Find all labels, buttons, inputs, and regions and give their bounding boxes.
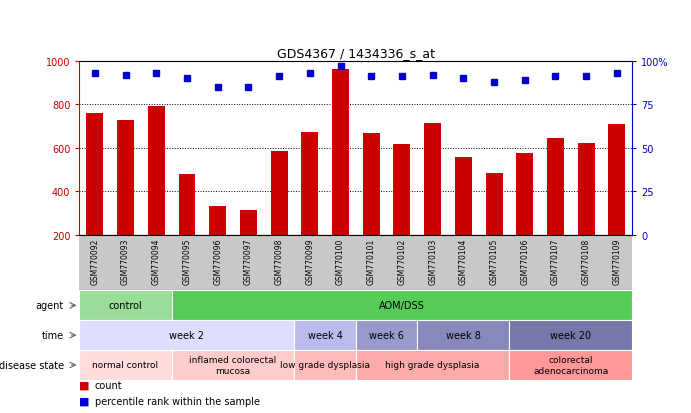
Bar <box>578 144 595 235</box>
Bar <box>79 350 171 380</box>
Bar <box>455 158 472 235</box>
Bar <box>294 350 356 380</box>
Bar <box>117 121 134 235</box>
Bar <box>609 124 625 235</box>
Text: week 8: week 8 <box>446 330 481 340</box>
Bar <box>363 133 379 235</box>
Bar <box>516 154 533 235</box>
Bar <box>271 152 287 235</box>
Text: GSM770093: GSM770093 <box>121 238 130 284</box>
Bar <box>178 174 196 235</box>
Text: GSM770107: GSM770107 <box>551 238 560 284</box>
Text: high grade dysplasia: high grade dysplasia <box>386 361 480 370</box>
Bar <box>171 291 632 320</box>
Bar <box>509 350 632 380</box>
Text: agent: agent <box>36 301 64 311</box>
Text: GSM770092: GSM770092 <box>91 238 100 284</box>
Text: count: count <box>95 380 122 390</box>
Bar <box>171 350 294 380</box>
Text: disease state: disease state <box>0 360 64 370</box>
Bar <box>509 320 632 350</box>
Text: control: control <box>108 301 142 311</box>
Text: AOM/DSS: AOM/DSS <box>379 301 425 311</box>
Text: ■: ■ <box>79 396 90 406</box>
Text: time: time <box>42 330 64 340</box>
Text: GSM770103: GSM770103 <box>428 238 437 284</box>
Text: week 2: week 2 <box>169 330 205 340</box>
Text: percentile rank within the sample: percentile rank within the sample <box>95 396 260 406</box>
Text: GSM770099: GSM770099 <box>305 238 314 284</box>
Text: ■: ■ <box>79 380 90 390</box>
Bar <box>356 350 509 380</box>
Text: GSM770102: GSM770102 <box>397 238 406 284</box>
Text: GSM770095: GSM770095 <box>182 238 191 284</box>
Bar <box>332 70 349 235</box>
Text: GSM770094: GSM770094 <box>152 238 161 284</box>
Title: GDS4367 / 1434336_s_at: GDS4367 / 1434336_s_at <box>277 47 435 60</box>
Text: colorectal
adenocarcinoma: colorectal adenocarcinoma <box>533 356 609 375</box>
Bar <box>79 291 171 320</box>
Text: low grade dysplasia: low grade dysplasia <box>280 361 370 370</box>
Bar <box>240 210 257 235</box>
Text: week 4: week 4 <box>307 330 343 340</box>
Bar <box>79 320 294 350</box>
Text: GSM770106: GSM770106 <box>520 238 529 284</box>
Text: inflamed colorectal
mucosa: inflamed colorectal mucosa <box>189 356 276 375</box>
Text: week 6: week 6 <box>369 330 404 340</box>
Text: week 20: week 20 <box>550 330 591 340</box>
Bar <box>547 138 564 235</box>
Text: GSM770101: GSM770101 <box>367 238 376 284</box>
Bar <box>486 173 502 235</box>
Text: GSM770098: GSM770098 <box>274 238 283 284</box>
Bar <box>86 114 103 235</box>
Bar <box>148 107 164 235</box>
Bar <box>294 320 356 350</box>
Bar <box>301 133 319 235</box>
Text: GSM770109: GSM770109 <box>612 238 621 284</box>
Text: GSM770096: GSM770096 <box>213 238 223 284</box>
Bar <box>417 320 509 350</box>
Text: GSM770104: GSM770104 <box>459 238 468 284</box>
Bar <box>209 207 226 235</box>
Text: GSM770105: GSM770105 <box>489 238 499 284</box>
Bar <box>424 123 441 235</box>
Text: normal control: normal control <box>93 361 159 370</box>
Text: GSM770097: GSM770097 <box>244 238 253 284</box>
Bar <box>356 320 417 350</box>
Text: GSM770108: GSM770108 <box>582 238 591 284</box>
Bar <box>393 145 410 235</box>
Text: GSM770100: GSM770100 <box>336 238 345 284</box>
